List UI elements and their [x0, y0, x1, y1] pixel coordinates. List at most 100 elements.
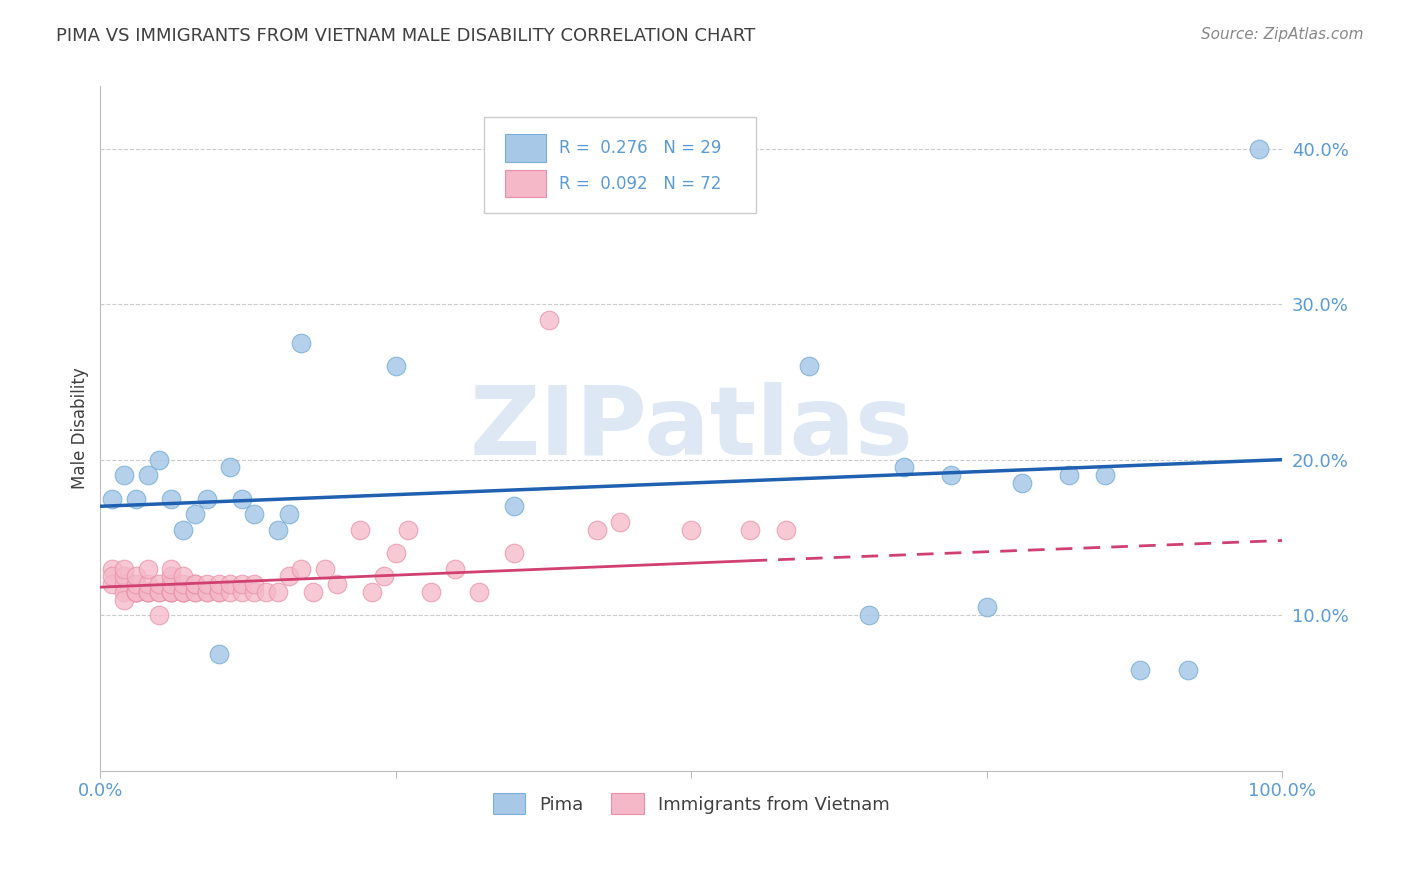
Point — [467, 584, 489, 599]
Text: Source: ZipAtlas.com: Source: ZipAtlas.com — [1201, 27, 1364, 42]
Point — [231, 584, 253, 599]
Point — [1059, 468, 1081, 483]
Point — [538, 312, 561, 326]
Point — [1247, 142, 1270, 156]
Point — [184, 577, 207, 591]
Point — [112, 561, 135, 575]
Point — [184, 584, 207, 599]
Text: R =  0.092   N = 72: R = 0.092 N = 72 — [560, 175, 721, 193]
Point — [172, 523, 194, 537]
Point — [1011, 475, 1033, 490]
Point — [302, 584, 325, 599]
Point — [101, 491, 124, 506]
Point — [740, 523, 762, 537]
Point — [278, 507, 301, 521]
Point — [101, 577, 124, 591]
Point — [207, 577, 229, 591]
Point — [136, 584, 159, 599]
Point — [101, 561, 124, 575]
Point — [184, 577, 207, 591]
Point — [266, 584, 288, 599]
Legend: Pima, Immigrants from Vietnam: Pima, Immigrants from Vietnam — [484, 784, 898, 823]
Point — [1129, 663, 1152, 677]
Point — [148, 608, 170, 623]
Point — [136, 584, 159, 599]
Point — [420, 584, 443, 599]
Point — [278, 569, 301, 583]
Point — [266, 523, 288, 537]
Point — [125, 584, 148, 599]
Point — [503, 546, 526, 560]
Point — [172, 584, 194, 599]
Point — [125, 491, 148, 506]
Point — [219, 460, 242, 475]
Point — [609, 515, 631, 529]
Point — [195, 491, 218, 506]
Point — [503, 500, 526, 514]
Text: PIMA VS IMMIGRANTS FROM VIETNAM MALE DISABILITY CORRELATION CHART: PIMA VS IMMIGRANTS FROM VIETNAM MALE DIS… — [56, 27, 755, 45]
FancyBboxPatch shape — [505, 169, 546, 197]
Point — [160, 584, 183, 599]
Point — [207, 647, 229, 661]
Point — [231, 577, 253, 591]
Point — [136, 561, 159, 575]
Point — [112, 569, 135, 583]
Point — [385, 359, 408, 374]
Y-axis label: Male Disability: Male Disability — [72, 368, 89, 490]
Point — [254, 584, 277, 599]
Point — [160, 569, 183, 583]
Point — [385, 546, 408, 560]
Point — [125, 584, 148, 599]
Point — [184, 584, 207, 599]
Point — [858, 608, 880, 623]
Point — [136, 584, 159, 599]
Point — [396, 523, 419, 537]
Point — [976, 600, 998, 615]
Text: ZIPatlas: ZIPatlas — [470, 382, 914, 475]
Point — [243, 584, 266, 599]
Point — [1094, 468, 1116, 483]
Point — [160, 561, 183, 575]
Point — [125, 569, 148, 583]
Point — [148, 452, 170, 467]
Point — [207, 584, 229, 599]
Point — [361, 584, 384, 599]
Point — [148, 584, 170, 599]
Point — [195, 584, 218, 599]
Point — [112, 577, 135, 591]
Point — [101, 569, 124, 583]
Point — [160, 584, 183, 599]
Point — [148, 584, 170, 599]
Point — [112, 592, 135, 607]
Point — [125, 584, 148, 599]
Point — [325, 577, 347, 591]
Point — [1177, 663, 1199, 677]
Point — [112, 468, 135, 483]
Text: R =  0.276   N = 29: R = 0.276 N = 29 — [560, 139, 721, 157]
Point — [349, 523, 371, 537]
Point — [172, 577, 194, 591]
Point — [231, 491, 253, 506]
Point — [160, 491, 183, 506]
Point — [160, 577, 183, 591]
Point — [112, 584, 135, 599]
Point — [219, 584, 242, 599]
FancyBboxPatch shape — [505, 135, 546, 161]
Point — [775, 523, 797, 537]
Point — [184, 507, 207, 521]
Point — [172, 569, 194, 583]
Point — [799, 359, 821, 374]
Point — [314, 561, 336, 575]
Point — [243, 577, 266, 591]
Point — [681, 523, 703, 537]
Point — [290, 336, 312, 351]
Point — [243, 507, 266, 521]
Point — [136, 577, 159, 591]
Point — [195, 577, 218, 591]
Point — [941, 468, 963, 483]
Point — [290, 561, 312, 575]
Point — [219, 577, 242, 591]
Point — [585, 523, 607, 537]
FancyBboxPatch shape — [485, 117, 756, 213]
Point — [195, 584, 218, 599]
